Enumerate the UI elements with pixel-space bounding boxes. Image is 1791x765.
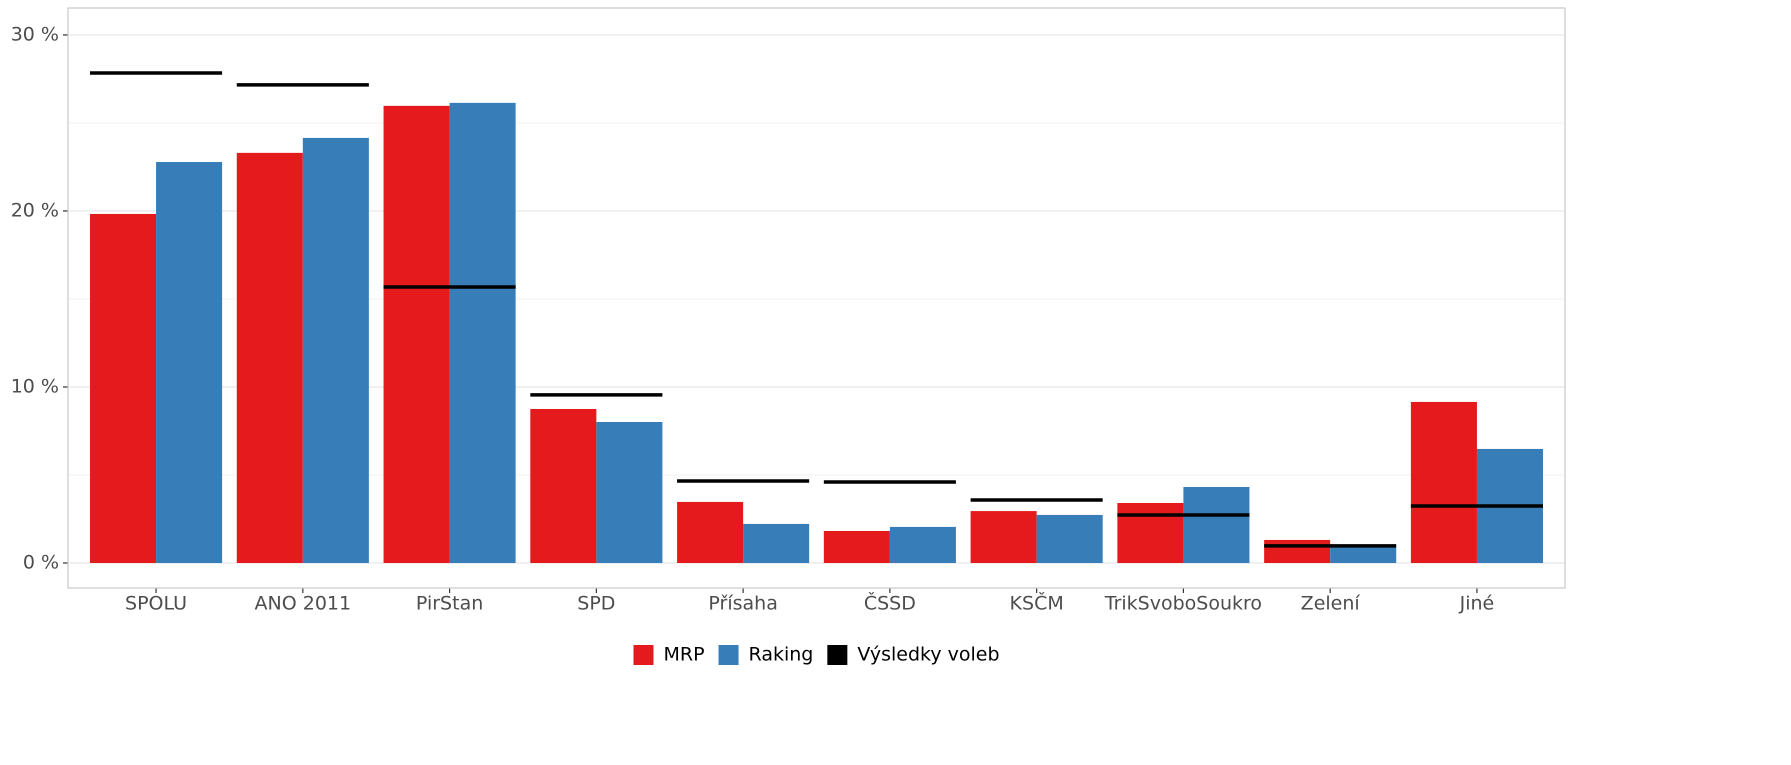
legend-label: MRP [663, 644, 704, 666]
bar [383, 105, 450, 564]
legend-label: Raking [749, 644, 814, 666]
bar [970, 511, 1037, 564]
x-tick-label: SPOLU [125, 593, 187, 615]
x-tick-label: Zelení [1301, 593, 1361, 615]
y-tick-label: 20 % [11, 199, 59, 221]
bar [90, 213, 157, 564]
legend: MRP Raking Výsledky voleb [633, 644, 1000, 666]
bar [156, 162, 223, 564]
bar [596, 422, 663, 564]
bar [1036, 514, 1103, 564]
legend-swatch [827, 645, 848, 665]
y-tick-label: 10 % [11, 375, 59, 397]
bar [889, 526, 956, 564]
bar [530, 408, 597, 564]
x-tick-label: ČSSD [864, 591, 916, 615]
legend-swatch [718, 645, 739, 665]
bar [449, 102, 516, 564]
x-tick-label: Přísaha [708, 593, 777, 615]
x-tick-label: SPD [577, 593, 615, 615]
bar [1117, 502, 1184, 564]
legend-swatch [633, 645, 654, 665]
x-tick-label: Jiné [1459, 593, 1495, 615]
bar [1264, 539, 1331, 564]
bar [1330, 547, 1397, 564]
bar [236, 152, 303, 564]
x-tick-label: PirStan [416, 593, 483, 615]
legend-label: Výsledky voleb [857, 644, 999, 666]
panel-border [67, 7, 1566, 589]
bar [1183, 486, 1250, 564]
x-tick-label: KSČM [1010, 591, 1064, 615]
bar [743, 523, 810, 564]
y-tick-label: 30 % [11, 23, 59, 45]
y-tick-label: 0 % [23, 552, 59, 574]
bar [302, 137, 369, 564]
bar [677, 501, 744, 564]
bar [823, 530, 890, 564]
x-tick-label: ANO 2011 [255, 593, 352, 615]
x-tick-label: TrikSvoboSoukro [1104, 593, 1262, 615]
bar [1410, 401, 1477, 564]
